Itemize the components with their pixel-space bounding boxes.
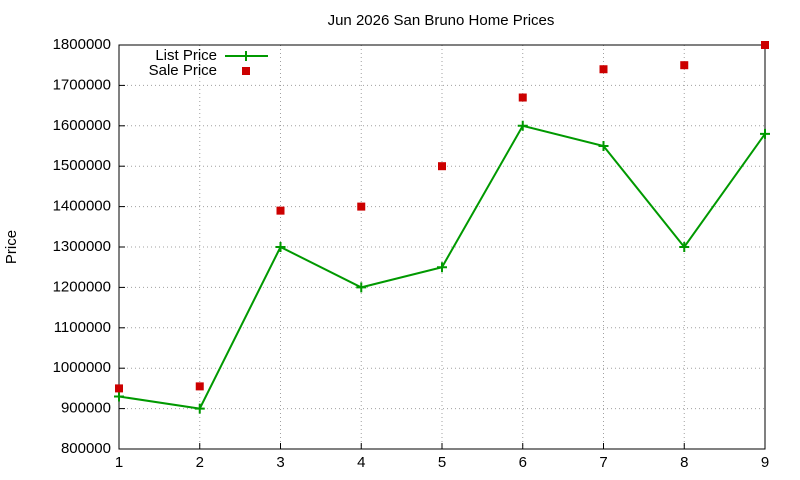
- y-tick-label: 1000000: [53, 359, 111, 376]
- legend-label: List Price: [155, 47, 217, 64]
- x-tick-label: 5: [438, 454, 446, 471]
- data-point: [438, 162, 446, 171]
- y-tick-label: 1500000: [53, 157, 111, 174]
- data-point: [518, 93, 527, 102]
- data-point: [114, 391, 124, 402]
- x-tick-label: 1: [115, 454, 123, 471]
- plot-border: [118, 44, 766, 450]
- data-point: [598, 141, 609, 151]
- data-point: [679, 242, 690, 252]
- y-tick-label: 1700000: [53, 76, 111, 93]
- y-tick-label: 1100000: [54, 319, 111, 336]
- y-tick-label: 800000: [61, 440, 111, 457]
- x-tick-label: 9: [761, 454, 769, 471]
- y-tick-label: 1800000: [53, 36, 111, 53]
- data-point: [437, 262, 447, 273]
- x-tick-label: 3: [276, 454, 284, 471]
- data-point: [599, 65, 608, 74]
- data-point: [680, 61, 689, 70]
- legend-marker: [242, 67, 250, 75]
- data-point: [115, 384, 123, 393]
- legend-marker: [241, 51, 251, 61]
- data-point: [356, 282, 367, 293]
- y-tick-label: 900000: [61, 400, 111, 417]
- y-tick-label: 1200000: [53, 278, 111, 295]
- y-axis-label: Price: [3, 230, 20, 264]
- x-tick-label: 8: [680, 454, 688, 471]
- legend-label: Sale Price: [149, 62, 217, 79]
- x-tick-label: 7: [599, 454, 607, 471]
- data-point: [275, 242, 286, 252]
- data-point: [761, 41, 769, 49]
- x-tick-label: 2: [196, 454, 204, 471]
- chart-title: Jun 2026 San Bruno Home Prices: [328, 12, 555, 29]
- data-point: [357, 202, 366, 211]
- y-tick-label: 1600000: [53, 117, 111, 134]
- y-tick-label: 1400000: [53, 198, 111, 215]
- data-point: [195, 382, 204, 391]
- x-tick-label: 4: [357, 454, 365, 471]
- y-tick-label: 1300000: [53, 238, 111, 255]
- data-point: [194, 403, 205, 414]
- data-point: [276, 206, 285, 215]
- data-point: [760, 128, 770, 139]
- x-tick-label: 6: [519, 454, 527, 471]
- data-point: [517, 120, 528, 131]
